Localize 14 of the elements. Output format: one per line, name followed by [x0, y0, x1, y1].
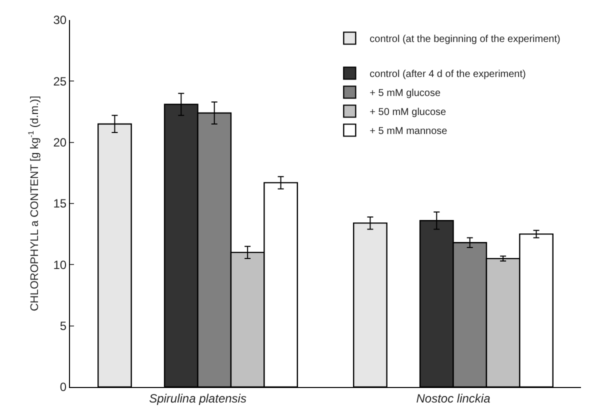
legend-label: control (after 4 d of the experiment)	[370, 69, 526, 80]
y-tick-label: 10	[53, 258, 67, 272]
x-tick-label: Nostoc linckia	[416, 391, 491, 406]
y-tick-label: 30	[53, 13, 67, 28]
y-tick-label: 20	[53, 136, 67, 150]
x-tick-label: Spirulina platensis	[149, 391, 246, 406]
y-tick-label: 25	[53, 74, 67, 88]
legend-label: + 5 mM glucose	[370, 88, 441, 100]
legend-label: + 50 mM glucose	[370, 107, 447, 118]
y-tick-label: 0	[60, 380, 67, 394]
legend-label: control (at the beginning of the experiment)	[370, 34, 560, 46]
legend-label: + 5 mM mannose	[370, 126, 448, 138]
y-tick-label: 15	[53, 196, 67, 211]
y-tick-label: 5	[60, 319, 67, 334]
